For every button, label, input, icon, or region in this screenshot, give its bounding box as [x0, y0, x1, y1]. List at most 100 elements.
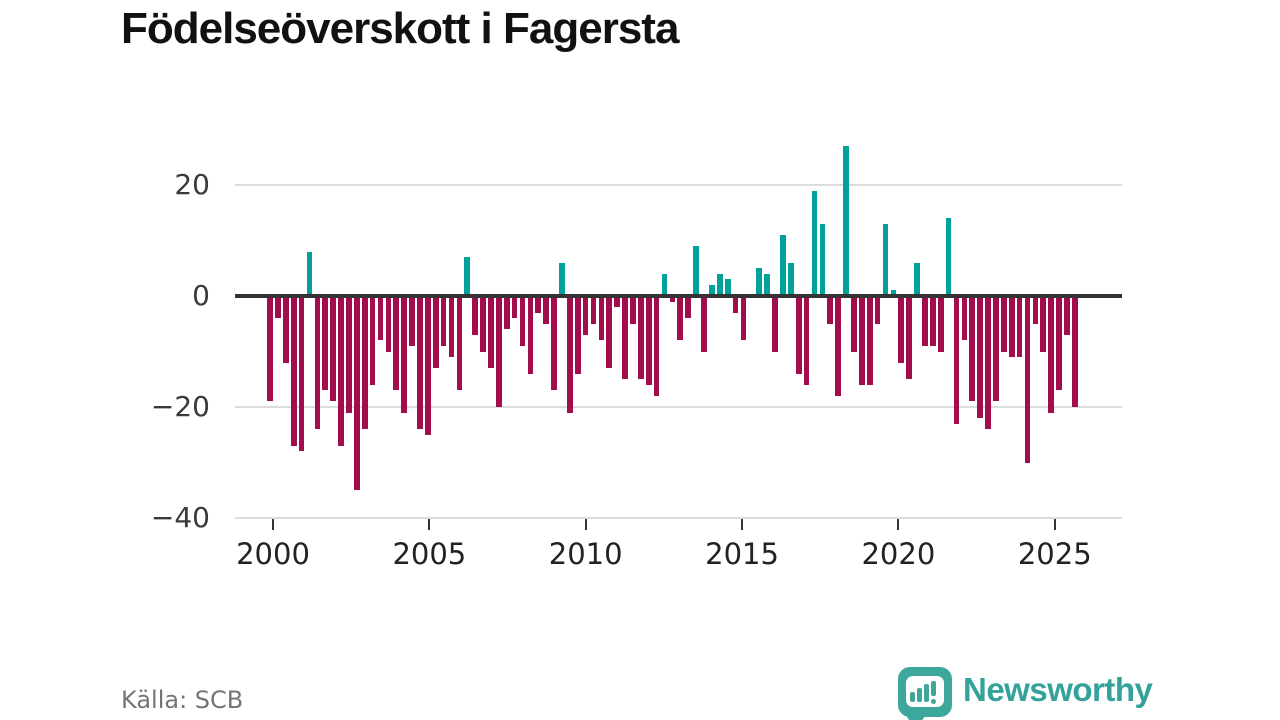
bar-positive: [716, 273, 723, 296]
bar-negative: [535, 296, 542, 313]
bar-negative: [653, 296, 660, 396]
bar-negative: [488, 296, 494, 369]
bar-positive: [661, 273, 668, 296]
bar-negative: [740, 296, 747, 341]
bar-negative: [677, 296, 684, 341]
bar-negative: [282, 296, 289, 363]
bar-positive: [764, 273, 770, 296]
bar-negative: [425, 296, 431, 435]
newsworthy-logo[interactable]: Newsworthy: [897, 665, 1157, 720]
bar-negative: [993, 296, 999, 402]
bar-negative: [622, 296, 628, 380]
y-tick-label: −40: [150, 501, 210, 534]
grid-line: [235, 517, 1122, 519]
bar-negative: [645, 296, 652, 385]
x-tick-label: 2005: [392, 537, 467, 571]
bar-negative: [582, 296, 589, 335]
bar-positive: [890, 290, 897, 296]
bar-negative: [322, 296, 329, 391]
bar-negative: [874, 296, 881, 324]
x-tick: [272, 519, 274, 530]
bar-negative: [1008, 296, 1015, 358]
bar-negative: [1048, 296, 1054, 413]
bar-negative: [456, 296, 463, 391]
x-tick-label: 2010: [548, 537, 623, 571]
bar-negative: [898, 296, 905, 363]
x-tick-label: 2000: [236, 537, 310, 571]
bar-negative: [1016, 296, 1023, 358]
bar-positive: [914, 262, 920, 296]
source-note: Källa: SCB: [121, 686, 244, 714]
bar-negative: [977, 296, 983, 419]
bar-negative: [496, 296, 502, 407]
bar-negative: [858, 296, 865, 385]
bar-positive: [464, 257, 471, 296]
bar-positive: [811, 190, 818, 296]
chart-title: Födelseöverskott i Fagersta: [121, 4, 679, 53]
bar-positive: [780, 234, 786, 296]
bar-negative: [1032, 296, 1039, 324]
bar-negative: [298, 296, 305, 452]
bar-negative: [432, 296, 439, 369]
x-tick-label: 2025: [1017, 537, 1092, 571]
bar-negative: [417, 296, 423, 430]
bar-negative: [275, 296, 281, 319]
bar-negative: [267, 296, 273, 402]
bar-negative: [929, 296, 936, 346]
bar-negative: [361, 296, 368, 430]
newsworthy-badge-icon: [898, 667, 952, 720]
bar-negative: [835, 296, 841, 396]
y-tick-label: 0: [192, 279, 210, 312]
bar-negative: [851, 296, 857, 352]
grid-line: [235, 406, 1122, 408]
x-tick-label: 2020: [861, 537, 936, 571]
mini-barchart-icon: [906, 676, 944, 707]
bar-positive: [724, 279, 731, 296]
bar-negative: [937, 296, 944, 352]
x-tick: [584, 519, 587, 530]
bar-negative: [503, 296, 510, 330]
bar-negative: [685, 296, 692, 319]
bar-positive: [693, 246, 699, 296]
x-tick-label: 2015: [705, 537, 779, 571]
bar-negative: [385, 296, 392, 352]
y-tick-label: 20: [174, 168, 210, 201]
bar-positive: [787, 262, 794, 296]
bar-negative: [1024, 296, 1031, 463]
bar-positive: [306, 251, 313, 296]
bar-negative: [377, 296, 384, 341]
zero-line: [235, 294, 1122, 298]
bar-negative: [598, 296, 605, 341]
bar-negative: [1000, 296, 1007, 352]
bar-negative: [969, 296, 976, 402]
bar-positive: [756, 268, 763, 296]
bar-negative: [543, 296, 550, 324]
bar-negative: [590, 296, 597, 324]
bar-positive: [559, 262, 565, 296]
bar-negative: [906, 296, 912, 380]
bar-negative: [795, 296, 802, 374]
bar-negative: [638, 296, 644, 380]
bar-negative: [511, 296, 518, 319]
bar-positive: [709, 284, 715, 296]
bar-negative: [290, 296, 297, 446]
bar-negative: [803, 296, 810, 385]
bar-negative: [866, 296, 873, 385]
bar-negative: [409, 296, 415, 346]
bar-negative: [480, 296, 486, 352]
bar-negative: [827, 296, 834, 324]
bar-negative: [393, 296, 400, 391]
x-tick: [1053, 519, 1056, 530]
bar-negative: [922, 296, 928, 346]
bar-positive: [819, 223, 826, 296]
bar-negative: [567, 296, 573, 413]
bar-negative: [630, 296, 636, 324]
bar-negative: [369, 296, 376, 385]
y-tick-label: −20: [150, 390, 210, 423]
bar-negative: [1064, 296, 1070, 335]
bar-negative: [701, 296, 707, 352]
bar-negative: [1071, 296, 1078, 407]
bar-negative: [1040, 296, 1047, 352]
